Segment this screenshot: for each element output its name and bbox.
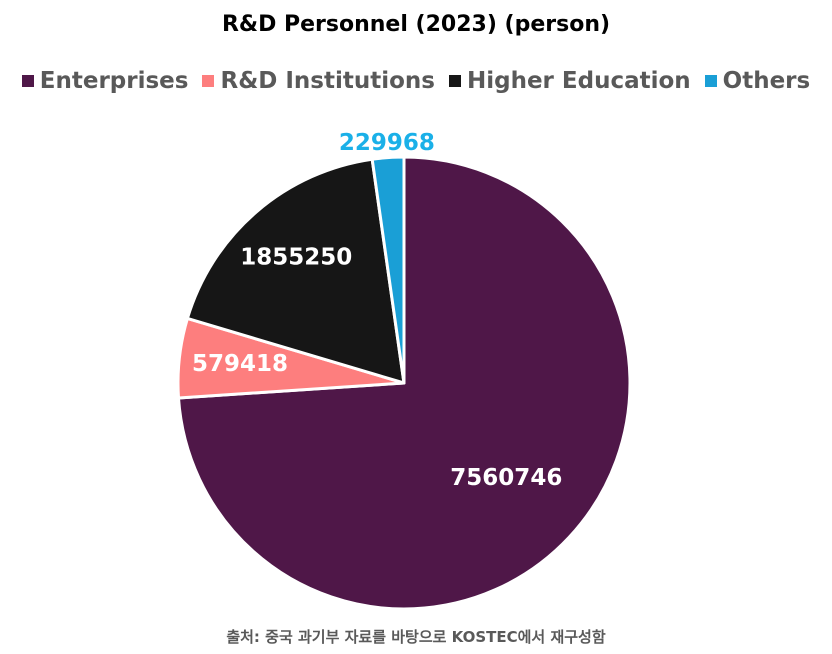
legend-swatch-enterprises (21, 75, 34, 87)
legend-label-higher-education: Higher Education (466, 68, 691, 94)
legend-item-others: Others (704, 68, 811, 94)
legend-item-rd-institutions: R&D Institutions (202, 68, 435, 94)
legend-swatch-higher-education (448, 75, 461, 87)
pie-slice-others (370, 155, 406, 385)
data-label-higher-education: 1855250 (240, 245, 352, 271)
legend-label-enterprises: Enterprises (39, 68, 189, 94)
legend-swatch-rd-institutions (202, 75, 215, 87)
chart-title: R&D Personnel (2023) (person) (221, 12, 611, 37)
source-note: 출처: 중국 과기부 자료를 바탕으로 KOSTEC에서 재구성함 (226, 628, 606, 646)
legend-label-rd-institutions: R&D Institutions (220, 68, 435, 94)
chart-legend: Enterprises R&D Institutions Higher Educ… (0, 68, 832, 94)
pie-slice-higher-education (185, 157, 406, 385)
legend-label-others: Others (722, 68, 811, 94)
legend-swatch-others (704, 75, 717, 87)
legend-item-higher-education: Higher Education (448, 68, 691, 94)
data-label-others: 229968 (339, 130, 435, 156)
data-label-rd-institutions: 579418 (192, 351, 288, 377)
data-label-enterprises: 7560746 (450, 465, 562, 491)
legend-item-enterprises: Enterprises (21, 68, 189, 94)
